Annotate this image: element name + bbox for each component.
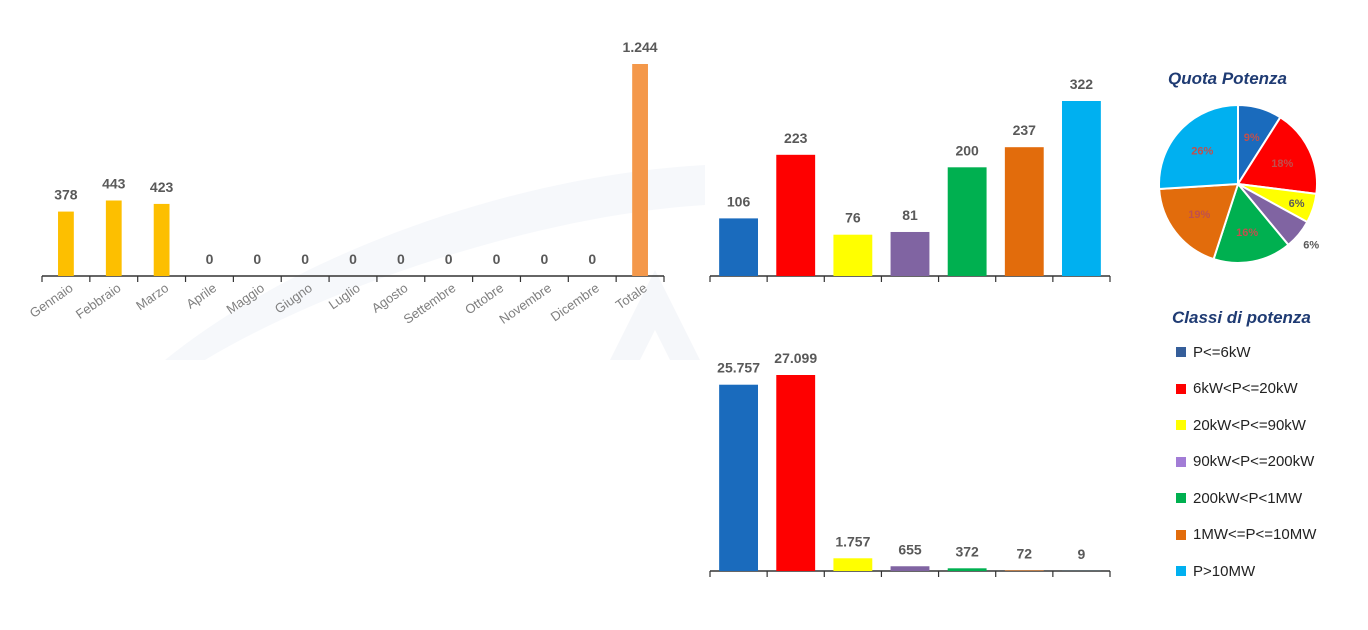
data-label: 0 <box>397 251 405 267</box>
bar-P<=6kW <box>719 218 758 276</box>
data-label: 0 <box>445 251 453 267</box>
data-label: 655 <box>898 541 922 557</box>
data-label: 9 <box>1078 546 1086 562</box>
pie-data-label: 26% <box>1191 145 1213 157</box>
tick-label: Febbraio <box>73 280 124 322</box>
data-label: 372 <box>955 543 979 559</box>
tick-label: Aprile <box>183 280 219 311</box>
bar-P<=6kW <box>719 384 758 571</box>
pie-data-label: 9% <box>1244 132 1260 144</box>
data-label: 0 <box>540 251 548 267</box>
data-label: 0 <box>301 251 309 267</box>
legend-label: 20kW<P<=90kW <box>1193 416 1306 434</box>
power-by-class-bar-chart: 25.757 27.099 1.757 655 372 72 9 <box>709 350 1111 577</box>
pie-slice-P>10MW <box>1158 103 1239 191</box>
data-label: 0 <box>206 251 214 267</box>
data-label: 322 <box>1070 76 1094 92</box>
tick-label: Marzo <box>133 280 171 313</box>
data-label: 423 <box>150 179 174 195</box>
data-label: 1.244 <box>623 39 658 55</box>
bar-6kW<P<=20kW <box>776 375 816 571</box>
bar-Marzo <box>153 203 170 276</box>
legend-swatch <box>1176 529 1186 540</box>
legend-swatch <box>1176 566 1186 576</box>
legend-item: 200kW<P<1MW <box>1176 488 1302 508</box>
bar-Febbraio <box>105 200 122 276</box>
bar-Gennaio <box>58 211 74 276</box>
tick-label: Gennaio <box>27 280 76 320</box>
legend-label: 1MW<=P<=10MW <box>1193 526 1317 543</box>
data-label: 1.757 <box>835 533 870 549</box>
data-label: 0 <box>588 251 596 267</box>
data-label: 27.099 <box>774 350 817 366</box>
legend-label: 90kW<P<=200kW <box>1193 453 1315 470</box>
bar-1MW<=P<=10MW <box>1004 570 1044 571</box>
tick-label: Dicembre <box>548 280 602 324</box>
data-label: 0 <box>349 251 357 267</box>
legend-item: 20kW<P<=90kW <box>1176 415 1306 435</box>
pie-data-label: 19% <box>1188 209 1210 221</box>
bar-200kW<P<1MW <box>947 167 987 276</box>
legend-swatch <box>1176 493 1186 503</box>
bar-90kW<P<=200kW <box>890 231 930 276</box>
bar-20kW<P<=90kW <box>833 234 873 276</box>
tick-label: Agosto <box>369 280 411 316</box>
bar-Totale <box>632 64 648 276</box>
data-label: 378 <box>54 187 78 203</box>
pie-slice-1MW<=P<=10MW <box>1158 182 1240 261</box>
power-share-pie-chart: 9% 18% 6% 6% 16% 19% 26% <box>1158 103 1319 264</box>
legend-label: P<=6kW <box>1193 343 1251 361</box>
pie-title: Quota Potenza <box>1168 69 1288 88</box>
watermark-logo <box>165 165 705 360</box>
data-label: 443 <box>102 176 126 192</box>
pie-data-label: 18% <box>1271 158 1293 170</box>
bar-6kW<P<=20kW <box>776 154 816 276</box>
legend-swatch <box>1176 383 1186 394</box>
legend-item: 6kW<P<=20kW <box>1176 379 1298 399</box>
bar-P>10MW <box>1062 101 1101 276</box>
bar-1MW<=P<=10MW <box>1004 147 1044 276</box>
data-label: 106 <box>727 193 751 209</box>
legend-item: P>10MW <box>1176 561 1255 581</box>
data-label: 200 <box>955 142 979 158</box>
legend-swatch <box>1176 347 1186 357</box>
legend-label: P>10MW <box>1193 562 1256 580</box>
pie-data-label: 16% <box>1236 227 1258 239</box>
legend-item: 90kW<P<=200kW <box>1176 452 1314 472</box>
legend-item: P<=6kW <box>1176 342 1251 362</box>
count-by-class-bar-chart: 106 223 76 81 200 237 322 <box>709 76 1111 282</box>
legend-label: 6kW<P<=20kW <box>1193 380 1298 397</box>
legend-swatch <box>1176 420 1186 430</box>
legend-label: 200kW<P<1MW <box>1193 489 1303 507</box>
data-label: 25.757 <box>717 360 760 376</box>
data-label: 72 <box>1016 545 1032 561</box>
legend-title: Classi di potenza <box>1172 308 1311 327</box>
data-label: 76 <box>845 210 861 226</box>
data-label: 237 <box>1013 122 1037 138</box>
legend-item: 1MW<=P<=10MW <box>1176 525 1316 545</box>
data-label: 223 <box>784 130 808 146</box>
data-label: 0 <box>493 251 501 267</box>
bar-200kW<P<1MW <box>947 568 987 571</box>
pie-data-label: 6% <box>1289 198 1305 210</box>
tick-label: Novembre <box>496 280 554 327</box>
pie-data-label: 6% <box>1303 240 1319 252</box>
bar-20kW<P<=90kW <box>833 558 873 571</box>
data-label: 0 <box>253 251 261 267</box>
bar-90kW<P<=200kW <box>890 566 930 571</box>
tick-label: Settembre <box>401 280 459 327</box>
data-label: 81 <box>902 207 918 223</box>
pie-slice-6kW<P<=20kW <box>1236 115 1318 196</box>
legend-swatch <box>1176 456 1186 467</box>
